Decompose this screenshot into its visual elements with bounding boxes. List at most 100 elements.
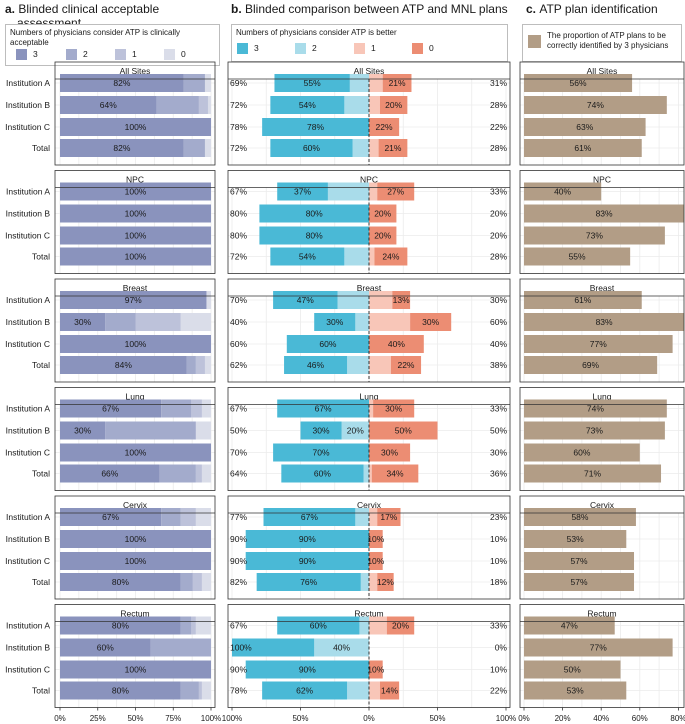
bar-a-seg-0	[201, 681, 211, 700]
legend-b-label-0: 0	[429, 43, 434, 53]
bar-a-label: 100%	[125, 252, 147, 262]
title-a-text: Blinded clinical acceptable	[18, 2, 160, 16]
bar-b-label-3: 90%	[299, 665, 316, 675]
bar-a-seg-0	[204, 356, 211, 374]
bar-b-right-total: 36%	[490, 469, 507, 479]
bar-b-seg-3	[232, 638, 315, 657]
bar-a-seg-3	[60, 356, 187, 374]
bar-a-label: 100%	[125, 122, 147, 132]
category-label: Institution B	[6, 534, 51, 544]
bar-b-seg-3	[277, 399, 369, 418]
bar-a-seg-0	[204, 139, 211, 157]
legend-b-label-2: 2	[312, 43, 317, 53]
bar-b-left-total: 50%	[230, 426, 247, 436]
bar-a-seg-0	[195, 508, 211, 526]
bar-b-seg-1	[369, 508, 378, 526]
bar-c	[524, 204, 685, 223]
bar-b-label-0: 22%	[397, 360, 414, 370]
bar-b-left-total: 60%	[230, 339, 247, 349]
bar-a-label: 100%	[125, 339, 147, 349]
bar-b-seg-2	[314, 638, 369, 657]
bar-c	[524, 356, 658, 374]
bar-c-label: 56%	[570, 78, 587, 88]
bar-b-right-total: 10%	[490, 665, 507, 675]
bar-b-seg-0	[373, 399, 415, 418]
bar-b-seg-0	[369, 204, 397, 223]
bar-a-label: 100%	[125, 448, 147, 458]
bar-a-seg-3	[60, 74, 184, 92]
bar-b-seg-2	[344, 247, 369, 266]
panel-title-b: All Sites	[354, 66, 385, 76]
bar-b-left-total: 80%	[230, 231, 247, 241]
bar-b-label-0: 20%	[385, 100, 402, 110]
legend-a-swatch-0	[164, 49, 175, 60]
bar-b-right-total: 22%	[490, 122, 507, 132]
bar-a-label: 82%	[113, 78, 130, 88]
bar-a-label: 82%	[113, 143, 130, 153]
bar-b-label-3: 46%	[307, 360, 324, 370]
bar-b-right-total: 60%	[490, 317, 507, 327]
bar-b-seg-1	[369, 399, 374, 418]
bar-a-seg-3	[60, 182, 211, 201]
legend-b-swatch-3	[237, 43, 248, 54]
bar-b-seg-2	[355, 313, 369, 331]
category-label: Institution A	[6, 187, 50, 197]
bar-a-seg-1	[191, 616, 196, 635]
axis-tick-label-b: 100%	[496, 714, 516, 723]
category-label: Total	[32, 252, 50, 262]
bar-b-right-total: 33%	[490, 404, 507, 414]
bar-b-label-0: 21%	[389, 78, 406, 88]
bar-a-seg-0	[206, 291, 211, 309]
bar-b-seg-3	[270, 96, 345, 114]
category-label: Institution B	[6, 643, 51, 653]
bar-b-label-0: 10%	[367, 556, 384, 566]
bar-a-label: 100%	[125, 209, 147, 219]
bar-b-seg-3	[281, 464, 364, 483]
panel-frame-a	[54, 61, 216, 166]
bar-c	[524, 552, 635, 570]
category-label: Total	[32, 469, 50, 479]
bar-c	[524, 616, 615, 635]
bar-b-seg-1	[369, 681, 380, 700]
bar-a-seg-2	[159, 464, 196, 483]
bar-a-seg-3	[60, 508, 162, 526]
axis-tick-label-b: 100%	[222, 714, 242, 723]
legend-b-header: Numbers of physicians consider ATP is be…	[236, 28, 397, 37]
bar-b-label-0: 22%	[376, 122, 393, 132]
bar-b-seg-1	[369, 96, 380, 114]
category-label: Institution A	[6, 295, 50, 305]
bar-b-label-0: 30%	[422, 317, 439, 327]
bar-b-left-total: 78%	[230, 686, 247, 696]
bar-a-seg-1	[192, 573, 202, 591]
title-a-letter: a.	[5, 2, 16, 16]
bar-b-label-0: 40%	[388, 339, 405, 349]
bar-b-right-total: 33%	[490, 621, 507, 631]
bar-c	[524, 681, 627, 700]
bar-b-seg-2	[355, 508, 369, 526]
bar-b-seg-0	[378, 139, 408, 157]
bar-a-seg-2	[180, 616, 192, 635]
bar-b-left-total: 69%	[230, 78, 247, 88]
axis-tick-label-c: 20%	[555, 714, 571, 723]
bar-b-seg-3	[273, 443, 369, 462]
bar-b-seg-1	[369, 313, 411, 331]
axis-tick-label-c: 60%	[632, 714, 648, 723]
bar-b-seg-0	[369, 552, 383, 570]
title-b-letter: b.	[231, 2, 242, 16]
bar-a-label: 100%	[125, 187, 147, 197]
bar-c-label: 53%	[567, 686, 584, 696]
bar-b-seg-2	[344, 96, 369, 114]
bar-a-seg-2	[161, 399, 192, 418]
bar-a-label: 67%	[102, 404, 119, 414]
axis-tick-label-b: 0%	[363, 714, 375, 723]
bar-b-seg-0	[377, 573, 394, 591]
bar-b-seg-3	[245, 660, 369, 679]
category-label: Institution C	[5, 122, 50, 132]
axis-tick-label-b: 50%	[429, 714, 445, 723]
bar-b-seg-3	[284, 356, 348, 374]
bar-c-label: 69%	[582, 360, 599, 370]
bar-a-seg-0	[201, 464, 211, 483]
bar-c	[524, 443, 640, 462]
bar-b-seg-2	[337, 291, 369, 309]
bar-b-label-0: 20%	[374, 209, 391, 219]
